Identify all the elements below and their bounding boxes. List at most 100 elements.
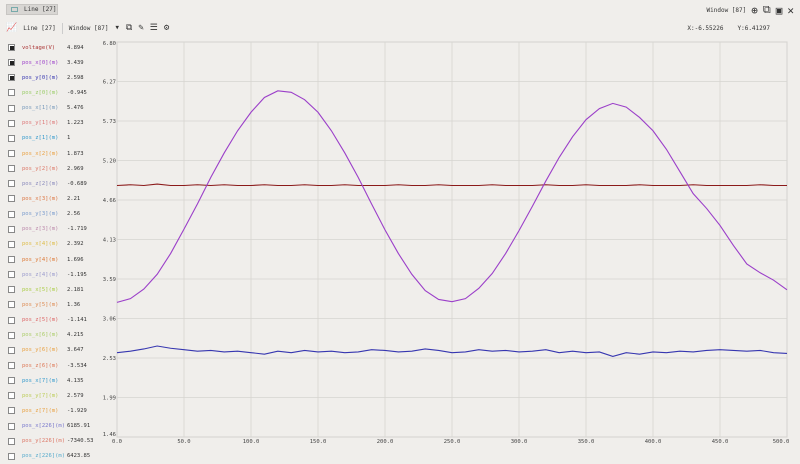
channel-label: pos_x[3](m) (22, 195, 59, 202)
window-selector[interactable]: Window [87] (68, 24, 109, 32)
channel-checkbox[interactable] (8, 316, 15, 324)
channel-value: 5.476 (67, 105, 84, 112)
channel-checkbox[interactable] (8, 407, 15, 415)
channel-checkbox[interactable] (8, 286, 15, 294)
close-icon[interactable]: ✕ (787, 3, 794, 17)
channel-row[interactable]: pos_x[7](m) 4.135 (8, 373, 94, 388)
channel-row[interactable]: pos_z[2](m) -0.689 (8, 176, 94, 191)
channel-row[interactable]: pos_z[1](m) 1 (8, 131, 94, 146)
channel-row[interactable]: pos_y[2](m) 2.969 (8, 161, 94, 176)
channel-row[interactable]: pos_x[226](m) 6185.91 (8, 419, 94, 434)
dock-icon[interactable]: ▣ (775, 3, 783, 17)
channel-row[interactable]: pos_y[6](m) 3.647 (8, 343, 94, 358)
channel-checkbox[interactable] (8, 210, 15, 218)
channel-checkbox[interactable] (8, 180, 15, 188)
channel-row[interactable]: pos_y[5](m) 1.36 (8, 297, 94, 312)
x-tick-label: 350.0 (578, 439, 595, 445)
channel-checkbox[interactable] (8, 422, 15, 430)
channel-row[interactable]: pos_x[0](m) 3.439 (8, 55, 94, 70)
channel-label: pos_z[1](m) (22, 135, 59, 142)
x-tick-label: 300.0 (511, 439, 528, 445)
channel-checkbox[interactable] (8, 452, 15, 460)
channel-label: pos_y[0](m) (22, 74, 59, 81)
toolbar: 📈 Line [27] Window [87] ▾ ⧉ ✎ ☰ ⚙ (6, 22, 169, 34)
channel-checkbox[interactable] (8, 195, 15, 203)
x-tick-label: 150.0 (310, 439, 327, 445)
channel-checkbox[interactable] (8, 437, 15, 445)
channel-checkbox[interactable] (8, 225, 15, 233)
channel-row[interactable]: pos_y[4](m) 1.696 (8, 252, 94, 267)
cursor-readout: X:-6.55226 Y:6.41297 (687, 25, 770, 32)
channel-checkbox[interactable] (8, 362, 15, 370)
channel-checkbox[interactable] (8, 74, 15, 82)
channel-checkbox[interactable] (8, 150, 15, 158)
tab-line[interactable]: Line [27] (6, 4, 58, 15)
chevron-down-icon[interactable]: ▾ (114, 23, 120, 33)
channel-row[interactable]: pos_z[5](m) -1.141 (8, 313, 94, 328)
channel-row[interactable]: pos_z[0](m) -0.945 (8, 85, 94, 100)
channel-row[interactable]: pos_z[6](m) -3.534 (8, 358, 94, 373)
channel-row[interactable]: voltage(V) 4.894 (8, 40, 94, 55)
channel-checkbox[interactable] (8, 165, 15, 173)
channel-row[interactable]: pos_x[1](m) 5.476 (8, 101, 94, 116)
y-tick-label: 6.80 (103, 41, 116, 47)
channel-value: -1.141 (67, 317, 87, 324)
channel-checkbox[interactable] (8, 301, 15, 309)
channel-row[interactable]: pos_x[4](m) 2.392 (8, 237, 94, 252)
channel-value: 2.56 (67, 211, 81, 218)
line-selector[interactable]: Line [27] (23, 24, 56, 32)
channel-checkbox[interactable] (8, 256, 15, 264)
channel-value: 4.894 (67, 44, 84, 51)
y-tick-label: 5.73 (103, 119, 116, 125)
channel-row[interactable]: pos_y[1](m) 1.223 (8, 116, 94, 131)
channel-checkbox[interactable] (8, 59, 15, 67)
channel-row[interactable]: pos_x[2](m) 1.873 (8, 146, 94, 161)
channel-row[interactable]: pos_y[7](m) 2.579 (8, 388, 94, 403)
y-tick-label: 1.46 (103, 432, 116, 438)
channel-checkbox[interactable] (8, 119, 15, 127)
split-window-icon[interactable]: ⧉ (762, 3, 771, 16)
channel-label: pos_x[1](m) (22, 105, 59, 112)
channel-label: pos_x[2](m) (22, 150, 59, 157)
channel-checkbox[interactable] (8, 346, 15, 354)
channel-value: 2.969 (67, 165, 84, 172)
clear-brush-icon[interactable]: ✎ (138, 23, 144, 33)
x-tick-label: 250.0 (444, 439, 461, 445)
x-tick-label: 450.0 (712, 439, 729, 445)
channel-value: 1.36 (67, 301, 81, 308)
y-tick-label: 4.13 (103, 238, 116, 244)
channel-row[interactable]: pos_y[3](m) 2.56 (8, 207, 94, 222)
channel-row[interactable]: pos_x[5](m) 2.181 (8, 282, 94, 297)
channel-row[interactable]: pos_x[6](m) 4.215 (8, 328, 94, 343)
window-label: Window [87] (706, 6, 747, 14)
line-chart-icon[interactable]: 📈 (6, 23, 18, 33)
channel-checkbox[interactable] (8, 377, 15, 385)
channel-checkbox[interactable] (8, 134, 15, 142)
channel-checkbox[interactable] (8, 89, 15, 97)
channel-checkbox[interactable] (8, 44, 15, 52)
line-chart[interactable]: 0.0 50.0 100.0 150.0 200.0 250.0 300.0 350.0 400… (0, 0, 800, 450)
channel-value: -1.929 (67, 407, 87, 414)
channel-row[interactable]: pos_z[3](m) -1.719 (8, 222, 94, 237)
divider (61, 22, 63, 34)
window-controls: Window [87] ⊕ ⧉ ▣ ✕ (707, 3, 794, 17)
channel-value: -1.719 (67, 226, 87, 233)
channel-checkbox[interactable] (8, 271, 15, 279)
add-circle-icon[interactable]: ⊕ (751, 3, 758, 17)
channel-row[interactable]: pos_x[3](m) 2.21 (8, 191, 94, 206)
channel-row[interactable]: pos_y[226](m) -7340.53 (8, 434, 94, 449)
channel-row[interactable]: pos_z[226](m) 6423.85 (8, 449, 94, 464)
channel-row[interactable]: pos_y[0](m) 2.598 (8, 70, 94, 85)
channel-checkbox[interactable] (8, 331, 15, 339)
y-tick-label: 3.59 (103, 277, 116, 283)
list-icon[interactable]: ☰ (149, 23, 158, 33)
y-tick-label: 3.06 (103, 317, 116, 323)
channel-checkbox[interactable] (8, 104, 15, 112)
channel-checkbox[interactable] (8, 240, 15, 248)
gear-icon[interactable]: ⚙ (163, 23, 170, 33)
channel-row[interactable]: pos_z[7](m) -1.929 (8, 403, 94, 418)
channel-checkbox[interactable] (8, 392, 15, 400)
channel-value: 2.579 (67, 392, 84, 399)
channel-row[interactable]: pos_z[4](m) -1.195 (8, 267, 94, 282)
zoom-fit-icon[interactable]: ⧉ (125, 23, 133, 33)
